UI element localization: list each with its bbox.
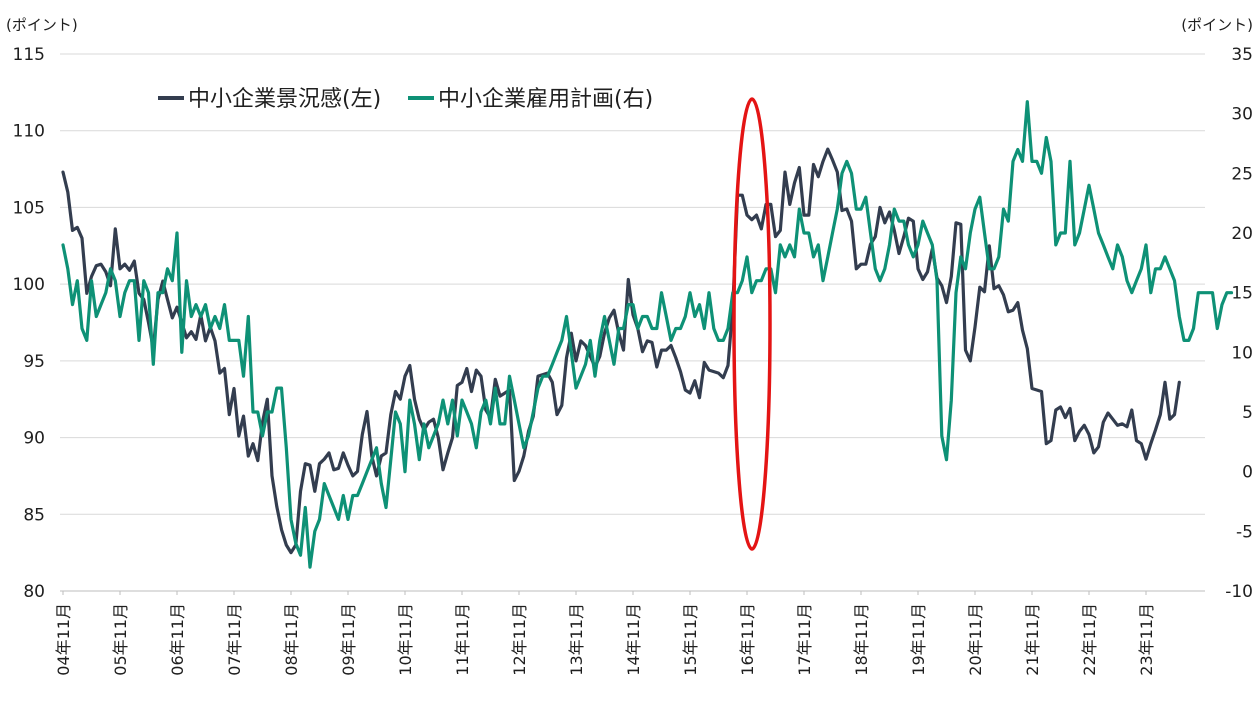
left-tick-label: 105: [13, 198, 45, 218]
x-tick-label: 16年11月: [738, 603, 757, 676]
series-line-business-sentiment: [61, 147, 1181, 555]
left-axis: 80 85 90 95 100 105 110 115 (ポイント): [6, 16, 78, 602]
x-tick-label: 08年11月: [282, 603, 301, 676]
left-tick-label: 90: [23, 429, 45, 449]
left-tick-label: 115: [13, 45, 45, 65]
x-tick-label: 07年11月: [225, 603, 244, 676]
legend-hiring-plans-label: 中小企業雇用計画(右): [438, 87, 653, 112]
x-tick-label: 10年11月: [396, 603, 415, 676]
right-tick-label: 35: [1231, 45, 1253, 65]
x-tick-label: 13年11月: [567, 603, 586, 676]
right-tick-label: 20: [1231, 224, 1253, 244]
left-axis-unit: (ポイント): [6, 16, 78, 34]
legend: 中小企業景況感(左) 中小企業雇用計画(右): [158, 87, 653, 112]
right-tick-label: 5: [1242, 403, 1253, 423]
left-tick-label: 110: [13, 122, 45, 142]
right-tick-label: 30: [1231, 105, 1253, 125]
right-tick-label: 25: [1231, 164, 1253, 184]
right-tick-label: 0: [1242, 463, 1253, 483]
grid-lines: [60, 53, 1205, 592]
right-axis-unit: (ポイント): [1181, 16, 1253, 34]
x-tick-label: 14年11月: [624, 603, 643, 676]
left-tick-label: 95: [23, 352, 45, 372]
series-line-hiring-plans: [61, 100, 1234, 569]
highlight-ellipse: [732, 97, 772, 551]
legend-business-sentiment-label: 中小企業景況感(左): [188, 87, 381, 112]
right-tick-label: -5: [1236, 522, 1253, 542]
left-tick-label: 80: [23, 582, 45, 602]
right-tick-label: -10: [1225, 582, 1253, 602]
x-tick-label: 04年11月: [54, 603, 73, 676]
left-tick-label: 100: [13, 275, 45, 295]
right-tick-label: 10: [1231, 343, 1253, 363]
x-tick-label: 09年11月: [339, 603, 358, 676]
annotation: [732, 97, 772, 551]
x-tick-label: 11年11月: [453, 603, 472, 676]
right-tick-label: 15: [1231, 284, 1253, 304]
right-axis: -10 -5 0 5 10 15 20 25 30 35 (ポイント): [1181, 16, 1253, 602]
x-tick-label: 22年11月: [1080, 603, 1099, 676]
x-tick-label: 19年11月: [909, 603, 928, 676]
x-axis: 04年11月 05年11月 06年11月 07年11月 08年11月 09年11月 10年1…: [54, 591, 1156, 676]
series-lines: [61, 100, 1234, 569]
left-tick-label: 85: [23, 505, 45, 525]
x-tick-label: 21年11月: [1023, 603, 1042, 676]
x-tick-label: 20年11月: [966, 603, 985, 676]
x-tick-label: 23年11月: [1137, 603, 1156, 676]
x-tick-label: 17年11月: [795, 603, 814, 676]
x-tick-label: 06年11月: [168, 603, 187, 676]
x-tick-label: 12年11月: [510, 603, 529, 676]
x-tick-label: 15年11月: [681, 603, 700, 676]
x-tick-label: 18年11月: [852, 603, 871, 676]
x-tick-label: 05年11月: [111, 603, 130, 676]
